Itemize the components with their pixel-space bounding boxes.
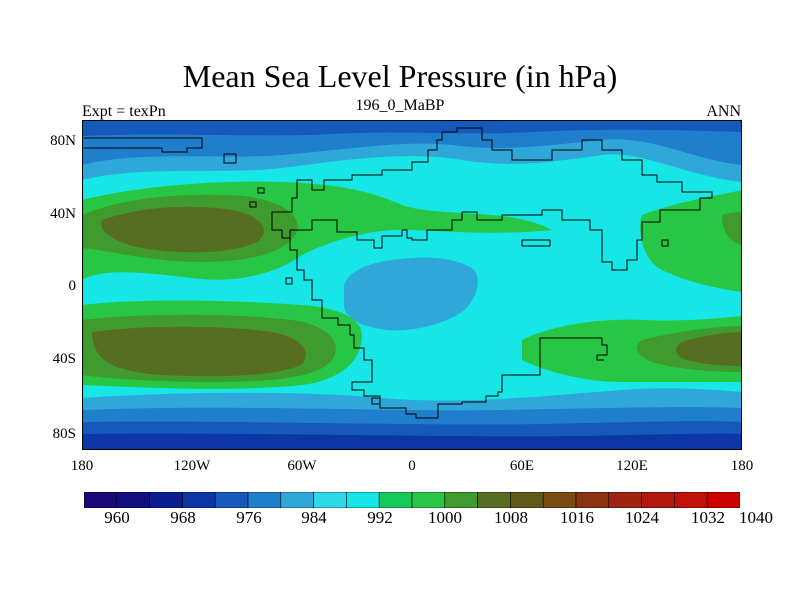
colorbar-label: 1008 bbox=[494, 508, 528, 527]
colorbar-swatch bbox=[510, 492, 544, 508]
colorbar-label: 960 bbox=[104, 508, 130, 527]
x-tick-label: 180 bbox=[730, 458, 754, 474]
colorbar-swatch bbox=[116, 492, 150, 508]
colorbar-label: 976 bbox=[236, 508, 262, 527]
coastline-island-1 bbox=[223, 153, 237, 164]
colorbar-label: 984 bbox=[301, 508, 327, 527]
contour-north-high-1008-east bbox=[640, 190, 742, 292]
colorbar-label: 1032 bbox=[691, 508, 725, 527]
x-tick-label: 180 bbox=[70, 458, 94, 474]
colorbar-swatch bbox=[346, 492, 380, 508]
contour-equator-west-992 bbox=[82, 280, 100, 298]
colorbar-swatch bbox=[149, 492, 183, 508]
contour-south-968 bbox=[82, 433, 742, 450]
colorbar-swatch bbox=[542, 492, 577, 508]
coastline-island-4 bbox=[521, 239, 551, 247]
x-tick-label: 120E bbox=[616, 458, 648, 474]
colorbar-swatch bbox=[214, 492, 249, 508]
y-tick-label: 0 bbox=[68, 278, 77, 294]
x-tick-label: 120W bbox=[173, 458, 211, 474]
contour-north-high-1016-east bbox=[722, 212, 742, 245]
contour-north-976 bbox=[82, 120, 742, 136]
colorbar-swatch bbox=[280, 492, 314, 508]
subtitle-left: Expt = texPn bbox=[82, 103, 166, 120]
coastline-outline bbox=[84, 127, 713, 419]
colorbar-swatch bbox=[674, 492, 708, 508]
y-tick-label: 80N bbox=[50, 133, 76, 149]
subtitle-center: 196_0_MaBP bbox=[355, 97, 445, 114]
colorbar-label: 1000 bbox=[428, 508, 462, 527]
colorbar-label: 1040 bbox=[739, 508, 773, 527]
colorbar-label: 968 bbox=[170, 508, 196, 527]
colorbar-label: 992 bbox=[367, 508, 393, 527]
y-tick-label: 40S bbox=[52, 351, 76, 367]
colorbar bbox=[84, 492, 740, 508]
x-tick-label: 60E bbox=[509, 458, 535, 474]
y-tick-label: 80S bbox=[52, 426, 76, 442]
colorbar-swatch bbox=[444, 492, 478, 508]
x-tick-label: 0 bbox=[408, 458, 416, 474]
map-title: Mean Sea Level Pressure (in hPa) bbox=[182, 58, 618, 94]
coastline-island-7 bbox=[371, 397, 381, 405]
contour-north-high-1024 bbox=[101, 206, 264, 253]
coastline-island-6 bbox=[285, 277, 293, 285]
colorbar-swatch bbox=[411, 492, 446, 508]
colorbar-swatch bbox=[641, 492, 675, 508]
colorbar-label: 1024 bbox=[625, 508, 659, 527]
colorbar-swatch bbox=[608, 492, 642, 508]
x-tick-label: 60W bbox=[287, 458, 317, 474]
map-frame bbox=[82, 120, 742, 450]
colorbar-label: 1016 bbox=[560, 508, 594, 527]
contour-south-high-1024 bbox=[92, 326, 306, 377]
subtitle-right: ANN bbox=[706, 103, 741, 120]
pressure-contour-map bbox=[82, 120, 742, 450]
colorbar-swatch bbox=[247, 492, 282, 508]
coastline-island-2 bbox=[257, 187, 265, 194]
colorbar-swatch bbox=[182, 492, 216, 508]
colorbar-swatch bbox=[84, 492, 118, 508]
coastline-island-5 bbox=[661, 239, 669, 247]
colorbar-swatch bbox=[477, 492, 511, 508]
contour-continental-low-992 bbox=[344, 257, 478, 331]
colorbar-swatch bbox=[378, 492, 413, 508]
contour-south-high-1024-east bbox=[676, 332, 742, 366]
colorbar-swatch bbox=[575, 492, 610, 508]
coastline-island-3 bbox=[249, 201, 257, 208]
y-tick-label: 40N bbox=[50, 206, 76, 222]
colorbar-swatch bbox=[706, 492, 740, 508]
colorbar-swatch bbox=[313, 492, 347, 508]
